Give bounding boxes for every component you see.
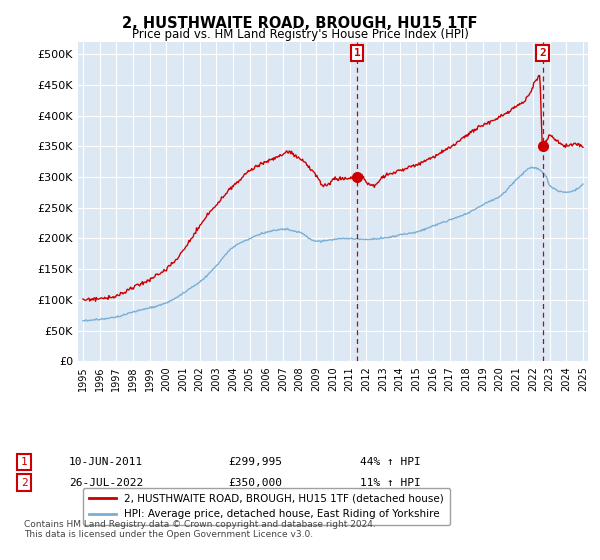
Text: 10-JUN-2011: 10-JUN-2011 [69, 457, 143, 467]
Text: £299,995: £299,995 [228, 457, 282, 467]
Text: 44% ↑ HPI: 44% ↑ HPI [360, 457, 421, 467]
Text: £350,000: £350,000 [228, 478, 282, 488]
Text: 26-JUL-2022: 26-JUL-2022 [69, 478, 143, 488]
Text: 2: 2 [20, 478, 28, 488]
Text: 2, HUSTHWAITE ROAD, BROUGH, HU15 1TF: 2, HUSTHWAITE ROAD, BROUGH, HU15 1TF [122, 16, 478, 31]
Text: 1: 1 [353, 48, 361, 58]
Text: Contains HM Land Registry data © Crown copyright and database right 2024.
This d: Contains HM Land Registry data © Crown c… [24, 520, 376, 539]
Text: 2: 2 [539, 48, 546, 58]
Text: 11% ↑ HPI: 11% ↑ HPI [360, 478, 421, 488]
Text: Price paid vs. HM Land Registry's House Price Index (HPI): Price paid vs. HM Land Registry's House … [131, 28, 469, 41]
Text: 1: 1 [20, 457, 28, 467]
Legend: 2, HUSTHWAITE ROAD, BROUGH, HU15 1TF (detached house), HPI: Average price, detac: 2, HUSTHWAITE ROAD, BROUGH, HU15 1TF (de… [83, 488, 450, 525]
